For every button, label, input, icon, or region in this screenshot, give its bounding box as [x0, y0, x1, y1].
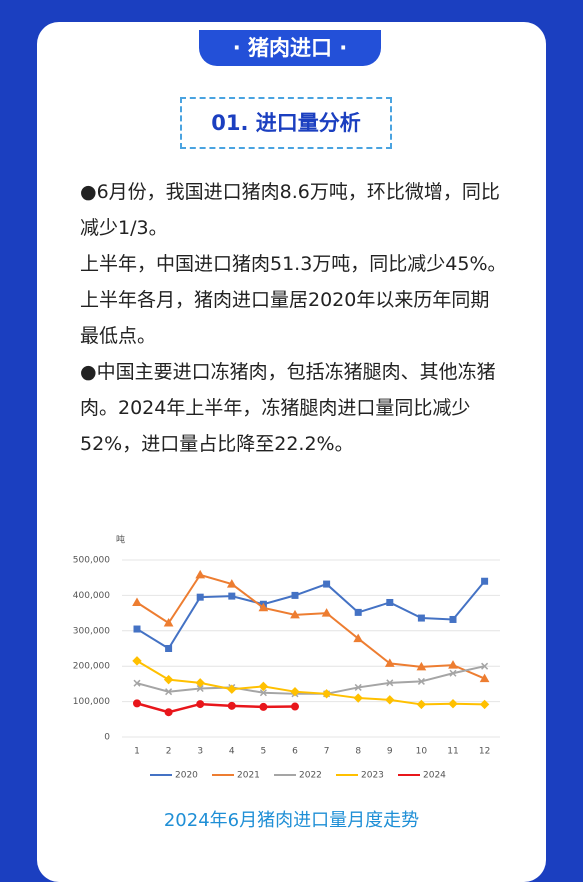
- y-tick-label: 0: [104, 733, 110, 743]
- marker: [196, 700, 205, 709]
- series-line: [136, 660, 485, 706]
- marker: [416, 661, 427, 671]
- x-tick-label: 10: [416, 747, 428, 757]
- marker: [227, 684, 237, 694]
- subsection-title: 01. 进口量分析: [180, 97, 392, 149]
- x-tick-label: 1: [134, 747, 140, 757]
- marker: [353, 693, 363, 703]
- marker: [226, 579, 237, 588]
- x-tick-label: 6: [292, 747, 298, 757]
- series-line: [136, 702, 296, 714]
- x-tick-label: 12: [479, 747, 490, 757]
- marker: [196, 593, 204, 601]
- marker: [417, 614, 425, 622]
- x-tick-label: 3: [197, 747, 203, 757]
- body-text: ●6月份，我国进口猪肉8.6万吨，环比微增，同比减少1/3。 上半年，中国进口猪…: [80, 174, 508, 462]
- marker: [132, 656, 142, 666]
- series-line: [136, 573, 485, 680]
- marker: [195, 678, 205, 688]
- paragraph: ●中国主要进口冻猪肉，包括冻猪腿肉、其他冻猪肉。2024年上半年，冻猪腿肉进口量…: [80, 361, 496, 455]
- series-line: [136, 665, 485, 695]
- y-tick-label: 300,000: [73, 626, 110, 636]
- paragraph: 上半年，中国进口猪肉51.3万吨，同比减少45%。上半年各月，猪肉进口量居202…: [80, 253, 507, 347]
- legend-label: 2021: [237, 771, 260, 781]
- y-tick-label: 100,000: [73, 697, 110, 707]
- section-title: · 猪肉进口 ·: [199, 30, 381, 66]
- marker: [258, 602, 269, 612]
- marker: [132, 597, 142, 606]
- y-axis-label: 吨: [116, 534, 125, 546]
- marker: [321, 608, 332, 617]
- y-tick-label: 200,000: [73, 662, 110, 672]
- marker: [354, 608, 362, 616]
- page: {"header": {"title": "· 猪肉进口 ·", "subtit…: [37, 22, 546, 882]
- y-tick-label: 500,000: [73, 556, 110, 566]
- marker: [291, 702, 299, 711]
- marker: [228, 592, 236, 600]
- marker: [258, 681, 269, 692]
- legend-label: 2024: [423, 771, 446, 781]
- marker: [479, 699, 490, 710]
- marker: [481, 577, 489, 585]
- series-line: [136, 580, 486, 650]
- marker: [449, 615, 457, 623]
- marker: [417, 677, 425, 685]
- marker: [354, 683, 362, 691]
- marker: [165, 688, 173, 696]
- marker: [163, 618, 174, 627]
- marker: [165, 645, 173, 652]
- marker: [164, 708, 173, 717]
- marker: [384, 658, 395, 667]
- x-tick-label: 5: [261, 747, 267, 757]
- marker: [448, 660, 458, 669]
- marker: [449, 669, 457, 677]
- marker: [291, 591, 299, 599]
- marker: [196, 684, 204, 693]
- marker: [416, 699, 427, 710]
- x-tick-label: 9: [387, 747, 393, 757]
- x-tick-label: 11: [447, 747, 458, 757]
- marker: [290, 686, 300, 697]
- card: [37, 22, 546, 882]
- paragraph: ●6月份，我国进口猪肉8.6万吨，环比微增，同比减少1/3。: [80, 181, 500, 239]
- marker: [321, 689, 332, 699]
- marker: [290, 609, 300, 619]
- legend-label: 2020: [175, 771, 198, 781]
- marker: [133, 625, 141, 633]
- marker: [481, 662, 489, 670]
- marker: [479, 673, 490, 683]
- y-tick-label: 400,000: [73, 591, 110, 601]
- marker: [448, 699, 458, 709]
- marker: [386, 598, 394, 606]
- x-tick-label: 4: [229, 747, 235, 757]
- legend-label: 2022: [299, 771, 322, 781]
- x-tick-label: 2: [166, 747, 172, 757]
- x-tick-label: 7: [324, 747, 330, 757]
- marker: [259, 702, 268, 711]
- marker: [259, 689, 267, 697]
- chart-caption: 2024年6月猪肉进口量月度走势: [163, 810, 420, 831]
- marker: [353, 633, 364, 643]
- marker: [163, 674, 174, 685]
- marker: [133, 699, 141, 708]
- marker: [227, 701, 236, 710]
- marker: [323, 580, 331, 588]
- marker: [133, 679, 141, 687]
- marker: [195, 569, 206, 579]
- marker: [386, 679, 394, 687]
- x-tick-label: 8: [355, 747, 361, 757]
- legend-label: 2023: [361, 771, 384, 781]
- marker: [385, 695, 395, 705]
